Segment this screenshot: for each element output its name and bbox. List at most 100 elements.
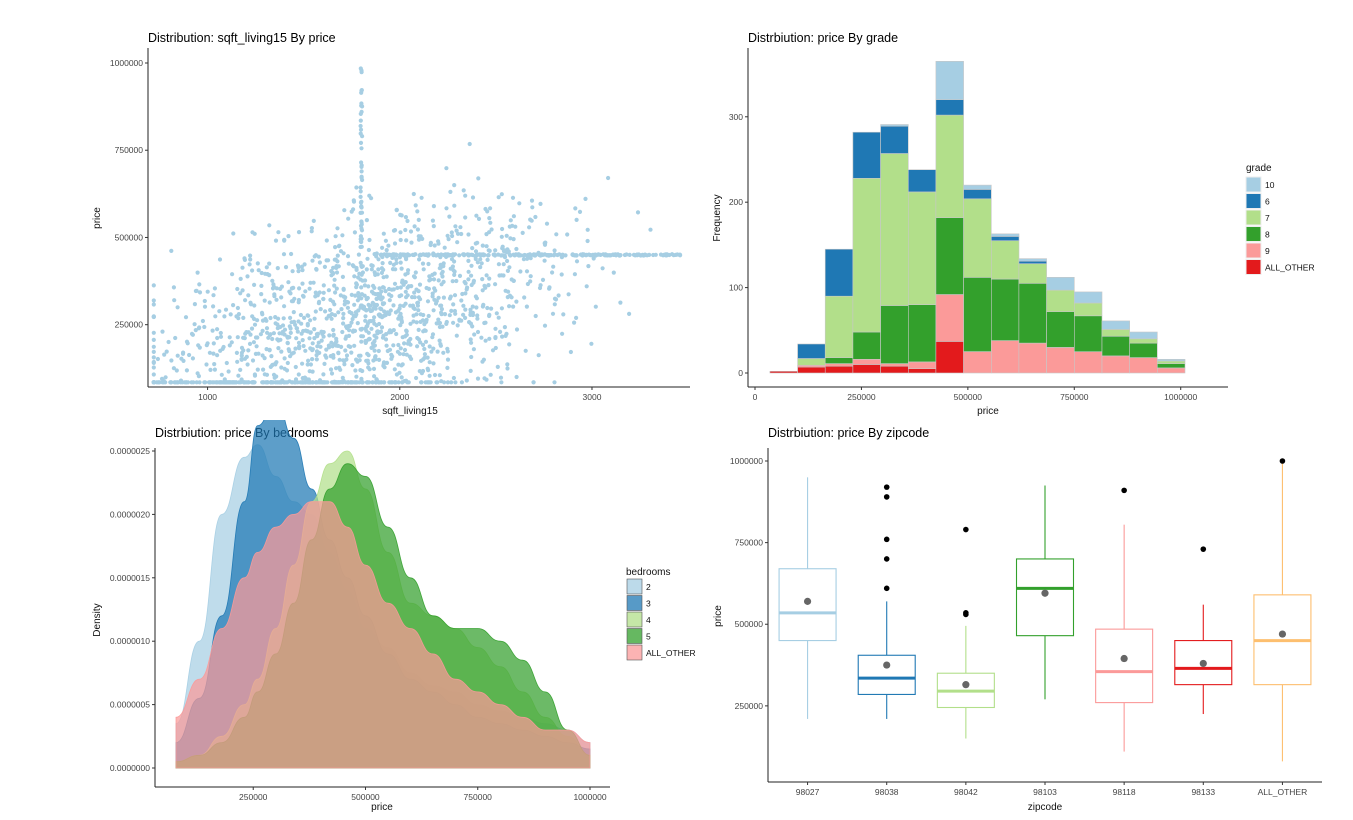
- scatter-point: [359, 88, 364, 93]
- density-legend-label: 2: [646, 582, 651, 592]
- scatter-point: [516, 253, 522, 258]
- scatter-point: [290, 299, 296, 304]
- scatter-point: [193, 328, 198, 333]
- scatter-point: [363, 307, 369, 313]
- histogram-bar-segment: [908, 304, 937, 363]
- scatter-point: [407, 253, 412, 258]
- scatter-point: [300, 338, 305, 343]
- scatter-point: [398, 285, 403, 290]
- scatter-point: [419, 195, 424, 200]
- scatter-point: [544, 221, 550, 226]
- scatter-point: [151, 365, 156, 370]
- scatter-point: [151, 349, 156, 354]
- scatter-point: [367, 237, 372, 243]
- scatter-point: [391, 303, 396, 308]
- scatter-point: [352, 230, 357, 235]
- box-outlier: [883, 556, 890, 562]
- scatter-point: [275, 326, 280, 331]
- scatter-point: [469, 340, 474, 345]
- scatter-point: [426, 286, 431, 291]
- density-legend-swatch: [626, 578, 643, 595]
- scatter-point: [593, 304, 598, 309]
- scatter-point: [551, 264, 556, 269]
- scatter-point: [356, 291, 361, 296]
- scatter-point: [335, 226, 340, 231]
- scatter-point: [556, 293, 561, 298]
- histogram-bar-segment: [769, 370, 798, 374]
- scatter-point: [315, 293, 320, 298]
- scatter-point: [502, 325, 507, 330]
- scatter-point: [523, 348, 528, 353]
- scatter-point: [394, 253, 399, 258]
- histogram-bar-segment: [880, 153, 909, 306]
- scatter-point: [400, 380, 405, 385]
- scatter-point: [358, 123, 363, 129]
- scatter-point: [498, 329, 503, 334]
- box-mean: [1278, 630, 1287, 638]
- scatter-point: [301, 294, 306, 299]
- scatter-point: [454, 228, 459, 233]
- scatter-point: [382, 309, 387, 314]
- scatter-point: [308, 362, 313, 367]
- scatter-point: [474, 213, 479, 218]
- scatter-point: [259, 292, 264, 297]
- histogram-y-tick-label: 300: [729, 112, 743, 122]
- scatter-point: [232, 380, 238, 385]
- scatter-point: [434, 380, 439, 385]
- scatter-point: [377, 286, 382, 291]
- scatter-point: [289, 351, 295, 356]
- scatter-point: [243, 298, 248, 303]
- scatter-point: [484, 273, 489, 278]
- density-legend-swatch: [626, 595, 643, 611]
- scatter-point: [511, 278, 516, 283]
- scatter-point: [468, 337, 473, 342]
- scatter-point: [151, 359, 156, 365]
- histogram-bar-segment: [1156, 367, 1186, 374]
- scatter-point: [577, 209, 583, 214]
- scatter-point: [469, 252, 474, 257]
- histogram-bar-segment: [824, 295, 854, 358]
- scatter-point: [441, 295, 446, 300]
- scatter-point: [415, 344, 420, 349]
- scatter-point: [466, 277, 471, 282]
- scatter-point: [505, 295, 510, 300]
- scatter-point: [262, 356, 267, 361]
- scatter-point: [373, 272, 378, 277]
- scatter-point: [215, 327, 220, 332]
- boxplot-y-tick-label: 1000000: [730, 456, 763, 466]
- scatter-point: [372, 252, 377, 257]
- scatter-point: [560, 331, 565, 336]
- scatter-point: [473, 249, 479, 254]
- scatter-point: [341, 358, 346, 363]
- scatter-point: [467, 141, 472, 147]
- scatter-point: [436, 317, 441, 322]
- scatter-point: [319, 338, 324, 343]
- density-chart-price-bedrooms: Distrbiution: price By bedrooms 250000 50…: [92, 420, 696, 813]
- scatter-point: [479, 335, 484, 340]
- scatter-point: [359, 380, 364, 385]
- scatter-point: [196, 374, 201, 379]
- scatter-point: [416, 295, 421, 300]
- scatter-point: [463, 281, 468, 286]
- scatter-point: [466, 232, 471, 237]
- scatter-point: [316, 301, 321, 306]
- scatter-point: [163, 375, 168, 380]
- scatter-point: [358, 127, 364, 132]
- scatter-point: [428, 277, 433, 282]
- histogram-bars: [769, 60, 1186, 374]
- scatter-point: [223, 380, 228, 385]
- scatter-point: [252, 282, 257, 287]
- scatter-point: [378, 293, 383, 298]
- scatter-point: [195, 270, 200, 275]
- scatter-point: [348, 344, 353, 349]
- scatter-point: [256, 268, 261, 273]
- scatter-point: [488, 372, 493, 377]
- scatter-point: [465, 285, 470, 290]
- scatter-point: [235, 305, 240, 311]
- scatter-point: [487, 336, 492, 341]
- scatter-point: [552, 380, 557, 385]
- scatter-point: [384, 343, 389, 348]
- scatter-point: [279, 284, 284, 289]
- scatter-point: [449, 230, 454, 235]
- scatter-point: [372, 339, 377, 344]
